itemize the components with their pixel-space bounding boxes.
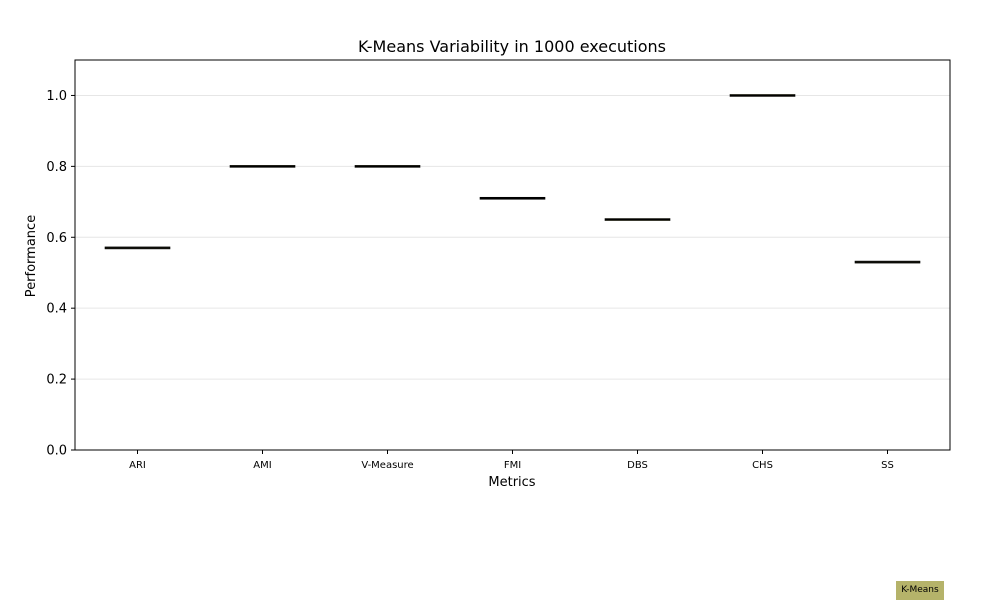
legend-item-kmeans: K-Means (896, 581, 944, 600)
y-tick-label: 1.0 (46, 89, 67, 104)
x-axis: ARI AMI V-Measure FMI DBS CHS SS (129, 450, 894, 471)
x-tick-label: V-Measure (361, 460, 413, 471)
x-tick-label: SS (881, 460, 894, 471)
y-tick-label: 0.0 (46, 444, 67, 459)
plot-frame (74, 59, 951, 451)
y-axis: 0.0 0.2 0.4 0.6 0.8 1.0 (46, 89, 75, 459)
x-tick-label: ARI (129, 460, 146, 471)
x-tick-label: CHS (752, 460, 773, 471)
x-tick-label: AMI (253, 460, 271, 471)
chart-title: K-Means Variability in 1000 executions (358, 37, 666, 56)
y-axis-label: Performance (24, 215, 39, 297)
y-tick-label: 0.8 (46, 160, 67, 175)
data-marks (104, 94, 921, 264)
grid-lines (75, 94, 950, 380)
y-tick-label: 0.4 (46, 302, 67, 317)
x-axis-label: Metrics (488, 475, 535, 490)
y-tick-label: 0.2 (46, 373, 67, 388)
y-tick-label: 0.6 (46, 231, 67, 246)
x-tick-label: FMI (504, 460, 521, 471)
x-tick-label: DBS (627, 460, 648, 471)
